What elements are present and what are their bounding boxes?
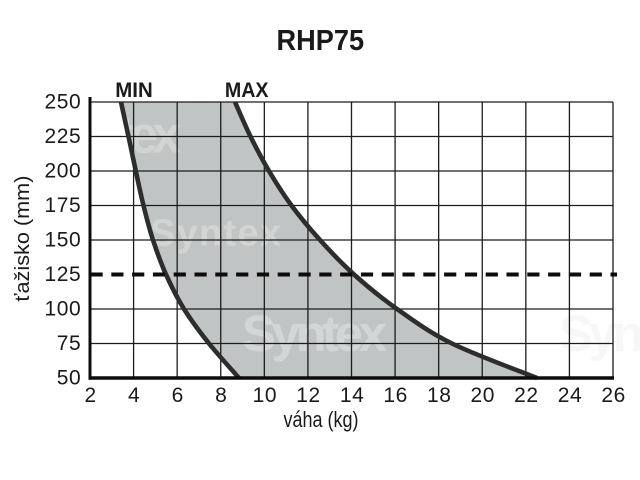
svg-text:50: 50	[57, 367, 82, 390]
svg-text:Syntex: Syntex	[150, 213, 281, 255]
svg-text:200: 200	[44, 160, 81, 183]
svg-text:6: 6	[172, 384, 184, 407]
svg-text:2: 2	[84, 384, 96, 407]
svg-text:RHP75: RHP75	[277, 25, 365, 57]
svg-text:4: 4	[128, 384, 140, 407]
svg-text:150: 150	[44, 229, 81, 252]
svg-text:20: 20	[471, 384, 496, 407]
svg-text:18: 18	[427, 384, 452, 407]
svg-text:MAX: MAX	[225, 78, 269, 102]
svg-text:75: 75	[57, 332, 82, 355]
svg-text:Syntex: Syntex	[242, 305, 387, 362]
svg-text:22: 22	[514, 384, 539, 407]
svg-text:MIN: MIN	[115, 78, 153, 102]
svg-text:ťažisko (mm): ťažisko (mm)	[11, 176, 34, 302]
svg-text:Syntex: Syntex	[559, 305, 640, 362]
svg-text:10: 10	[253, 384, 278, 407]
svg-text:8: 8	[215, 384, 227, 407]
svg-text:175: 175	[44, 194, 81, 217]
svg-text:250: 250	[44, 91, 81, 114]
svg-text:váha (kg): váha (kg)	[284, 407, 359, 432]
svg-text:12: 12	[296, 384, 321, 407]
svg-text:24: 24	[558, 384, 583, 407]
svg-text:16: 16	[383, 384, 408, 407]
svg-text:125: 125	[44, 263, 81, 286]
svg-text:26: 26	[601, 384, 626, 407]
svg-text:Syntex: Syntex	[41, 107, 181, 165]
svg-text:14: 14	[340, 384, 365, 407]
svg-text:100: 100	[44, 298, 81, 321]
svg-text:225: 225	[44, 125, 81, 148]
